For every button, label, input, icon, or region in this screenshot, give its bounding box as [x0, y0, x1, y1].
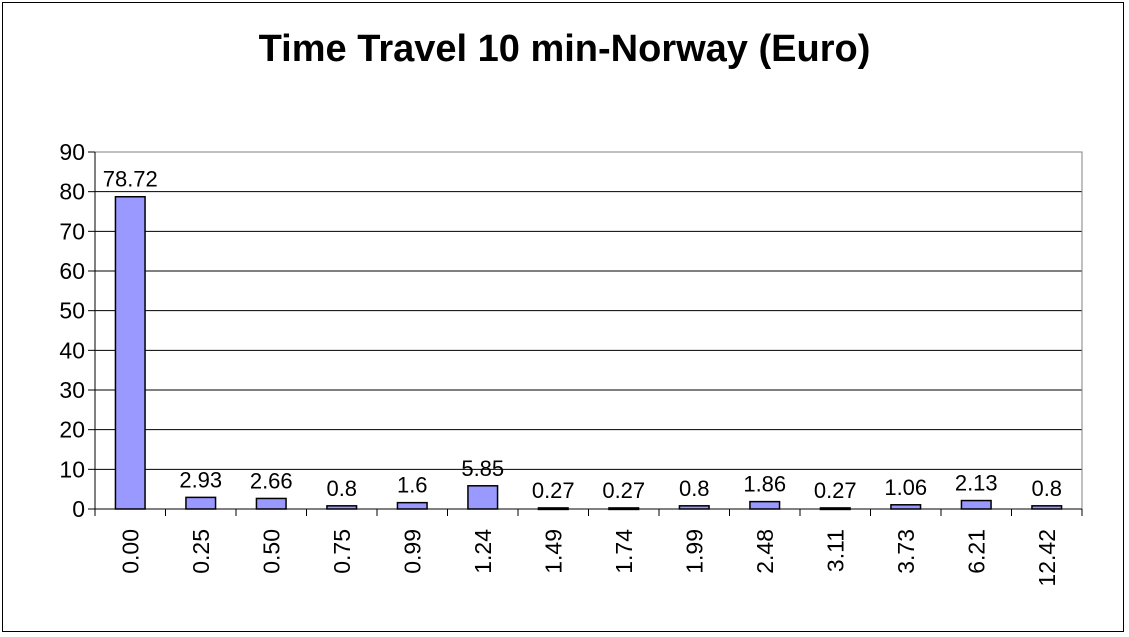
x-tick-label: 0.25 — [188, 529, 214, 574]
y-tick-label: 70 — [59, 218, 85, 244]
bar — [396, 501, 428, 510]
y-tick-label: 50 — [59, 298, 85, 324]
x-tick-label: 1.24 — [470, 529, 496, 574]
x-tick-label: 12.42 — [1034, 529, 1060, 587]
data-label: 0.27 — [532, 478, 575, 503]
x-tick-label: 1.49 — [540, 529, 566, 574]
x-tick-label: 0.50 — [258, 529, 284, 574]
x-tick-label: 1.99 — [681, 529, 707, 574]
data-label: 0.8 — [326, 476, 357, 501]
y-tick-label: 40 — [59, 337, 85, 363]
y-tick-label: 80 — [59, 179, 85, 205]
x-tick-label: 6.21 — [963, 529, 989, 574]
data-label: 78.72 — [103, 167, 158, 192]
y-tick-label: 60 — [59, 258, 85, 284]
chart-title: Time Travel 10 min-Norway (Euro) — [258, 28, 871, 70]
data-label: 0.8 — [679, 476, 710, 501]
x-tick-label: 3.73 — [893, 529, 919, 574]
y-tick-label: 20 — [59, 417, 85, 443]
data-label: 0.27 — [602, 478, 645, 503]
bar — [255, 497, 287, 510]
bars — [114, 195, 1063, 511]
x-tick-label: 0.99 — [399, 529, 425, 574]
data-label: 2.66 — [250, 468, 293, 493]
gridlines — [95, 151, 1082, 470]
data-label: 5.85 — [461, 456, 504, 481]
data-label: 1.6 — [397, 473, 428, 498]
x-tick-label: 2.48 — [752, 529, 778, 574]
y-tick-label: 30 — [59, 377, 85, 403]
data-label: 2.13 — [955, 471, 998, 496]
data-label: 0.8 — [1031, 476, 1062, 501]
x-tick-label: 0.00 — [117, 529, 143, 574]
x-tick-label: 0.75 — [329, 529, 355, 574]
y-tick-label: 90 — [59, 139, 85, 165]
bar — [890, 504, 922, 510]
bar — [185, 496, 217, 510]
bar — [467, 485, 499, 510]
plot-area — [94, 151, 1083, 510]
data-label: 2.93 — [179, 467, 222, 492]
x-tick-label: 1.74 — [611, 529, 637, 574]
bar — [114, 195, 146, 510]
data-label: 0.27 — [814, 478, 857, 503]
bar — [960, 499, 992, 510]
y-tick-label: 0 — [72, 496, 85, 522]
x-tick-label: 3.11 — [822, 529, 848, 572]
data-labels: 78.72 2.93 2.66 0.8 1.6 5.85 0.27 0.27 0.8 1.86 0.… — [103, 167, 1062, 503]
data-label: 1.06 — [884, 475, 927, 500]
axes: 0 10 20 30 40 50 60 70 80 90 0.00 0.25 0.50 0.75 0.99 1… — [59, 139, 1083, 587]
data-label: 1.86 — [743, 472, 786, 497]
bar — [749, 500, 781, 510]
y-tick-label: 10 — [59, 456, 85, 482]
